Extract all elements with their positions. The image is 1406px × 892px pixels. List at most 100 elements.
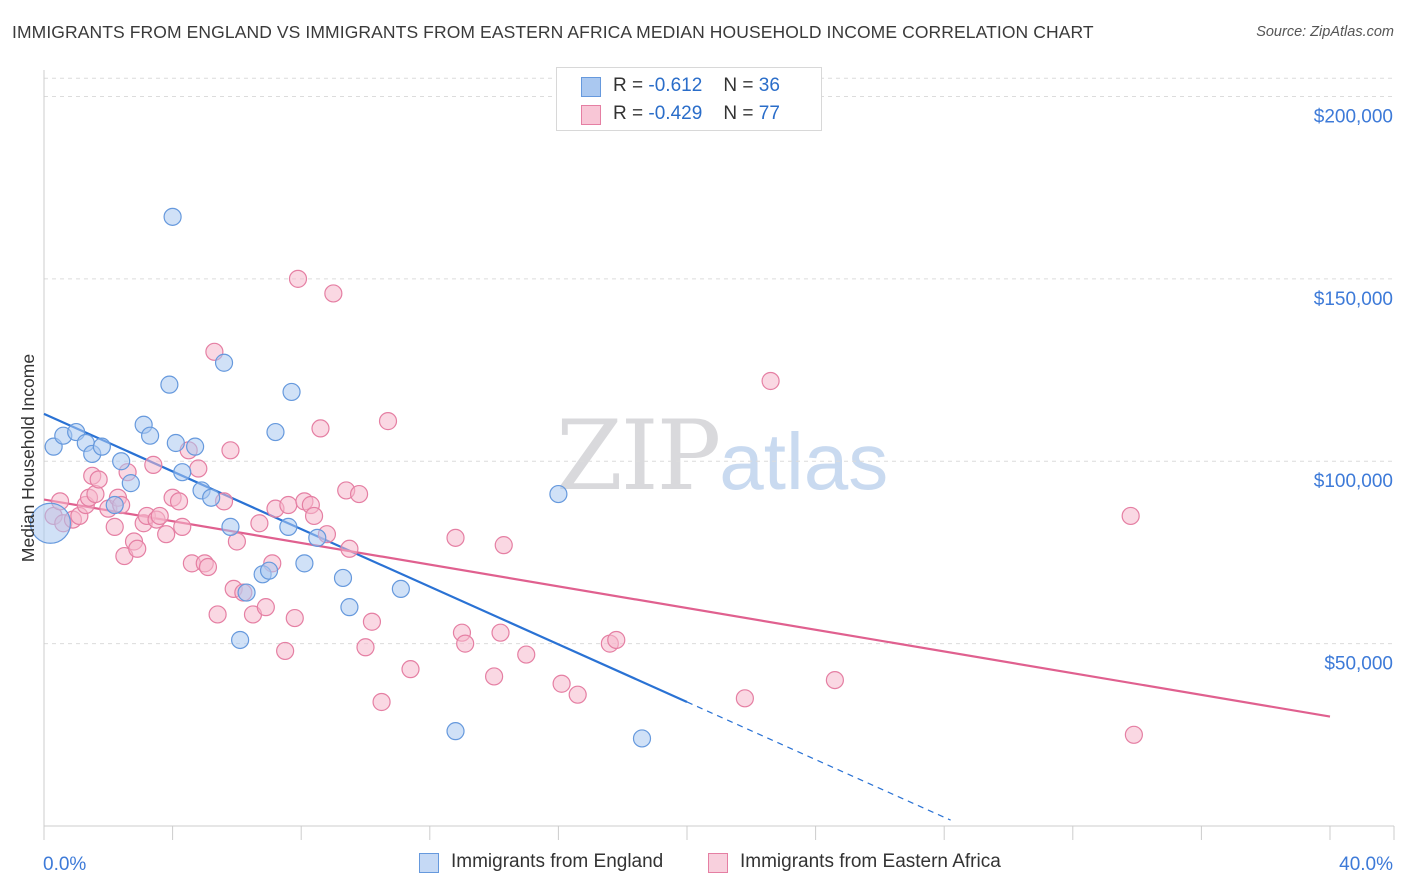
y-tick-label: $100,000	[1314, 471, 1393, 492]
series-swatch-england	[419, 853, 439, 873]
point-eafrica	[198, 557, 218, 577]
point-eafrica	[304, 506, 324, 526]
gridlines	[44, 77, 1394, 645]
point-england	[237, 583, 256, 602]
point-eafrica	[128, 539, 147, 558]
point-eafrica	[279, 495, 298, 515]
correlation-legend: R = -0.612 N = 36 R = -0.429 N = 77	[556, 67, 822, 131]
x-tick-label-right: 40.0%	[1339, 854, 1393, 875]
point-england	[340, 598, 359, 617]
point-eafrica	[494, 536, 513, 555]
point-eafrica	[189, 459, 208, 478]
legend-swatch-eafrica	[581, 105, 601, 125]
chart-title: IMMIGRANTS FROM ENGLAND VS IMMIGRANTS FR…	[12, 22, 1094, 42]
point-eafrica	[1121, 506, 1140, 526]
point-eafrica	[324, 284, 343, 303]
point-england	[92, 437, 111, 456]
point-eafrica	[372, 692, 391, 712]
point-eafrica	[1124, 725, 1143, 744]
point-eafrica	[144, 455, 163, 474]
point-england	[166, 433, 185, 453]
y-axis-title: Median Household Income	[18, 354, 38, 562]
legend-r-label: R =	[613, 75, 644, 96]
point-eafrica	[568, 685, 587, 704]
y-tick-label: $50,000	[1324, 654, 1393, 675]
point-england	[140, 426, 160, 445]
point-eafrica	[761, 371, 780, 391]
point-england	[29, 502, 72, 544]
legend-text-eafrica: R = -0.429 N = 77	[613, 103, 780, 125]
point-eafrica	[607, 630, 626, 650]
point-eafrica	[401, 660, 420, 679]
trend-lines	[43, 412, 1331, 821]
point-eafrica	[256, 598, 275, 617]
legend-r-label: R =	[613, 103, 644, 124]
point-england	[214, 353, 234, 372]
point-eafrica	[169, 492, 189, 511]
point-eafrica	[340, 539, 359, 558]
point-eafrica	[276, 641, 295, 661]
point-england	[163, 207, 182, 226]
point-england	[121, 474, 140, 493]
point-england	[295, 554, 314, 573]
point-england	[160, 375, 179, 394]
point-eafrica	[446, 528, 465, 547]
point-england	[282, 382, 301, 402]
point-eafrica	[456, 634, 475, 653]
trend-line-england-extension	[686, 701, 951, 821]
legend-n-label: N =	[723, 75, 754, 96]
point-eafrica	[89, 470, 108, 489]
point-england	[231, 630, 250, 650]
point-eafrica	[288, 269, 308, 288]
point-eafrica	[173, 517, 192, 536]
point-eafrica	[825, 670, 844, 690]
legend-text-england: R = -0.612 N = 36	[613, 75, 780, 97]
point-eafrica	[221, 441, 240, 460]
point-eafrica	[735, 689, 754, 708]
point-england	[202, 488, 221, 507]
point-england	[446, 722, 465, 741]
series-label-eafrica: Immigrants from Eastern Africa	[740, 851, 1001, 872]
data-points	[29, 207, 1143, 748]
point-eafrica	[208, 605, 227, 624]
y-tick-label: $200,000	[1314, 106, 1393, 127]
point-eafrica	[552, 674, 571, 693]
point-eafrica	[157, 525, 176, 544]
point-england	[105, 495, 124, 515]
point-eafrica	[517, 645, 536, 664]
trend-line-england	[43, 412, 688, 703]
point-eafrica	[285, 608, 304, 628]
point-eafrica	[378, 412, 398, 431]
axes	[43, 70, 1395, 840]
legend-n-label: N =	[723, 103, 754, 124]
y-tick-label: $150,000	[1314, 289, 1393, 310]
legend-n-value: 36	[758, 75, 780, 96]
point-eafrica	[356, 638, 375, 657]
point-eafrica	[349, 484, 369, 504]
series-label-england: Immigrants from England	[451, 851, 664, 872]
legend-n-value: 77	[758, 103, 780, 124]
point-england	[259, 561, 279, 580]
point-england	[112, 452, 131, 471]
tick-labels: $50,000 $100,000 $150,000 $200,000 0.0% 40.0%…	[18, 106, 1393, 875]
series-swatch-eafrica	[708, 853, 728, 873]
point-england	[279, 517, 298, 536]
point-england	[308, 528, 327, 547]
point-england	[221, 517, 240, 536]
trend-line-eafrica	[43, 498, 1331, 718]
chart-source: Source: ZipAtlas.com	[1256, 24, 1394, 40]
point-england	[266, 422, 285, 442]
legend-r-value: -0.429	[648, 103, 703, 124]
x-tick-label-left: 0.0%	[43, 854, 86, 875]
point-eafrica	[491, 623, 510, 642]
point-eafrica	[150, 506, 169, 526]
point-eafrica	[311, 419, 330, 438]
legend-swatch-england	[581, 77, 601, 97]
point-england	[333, 568, 353, 588]
point-eafrica	[105, 517, 124, 536]
point-england	[173, 463, 192, 482]
point-england	[549, 484, 568, 504]
point-eafrica	[485, 667, 504, 686]
point-england	[632, 729, 652, 748]
